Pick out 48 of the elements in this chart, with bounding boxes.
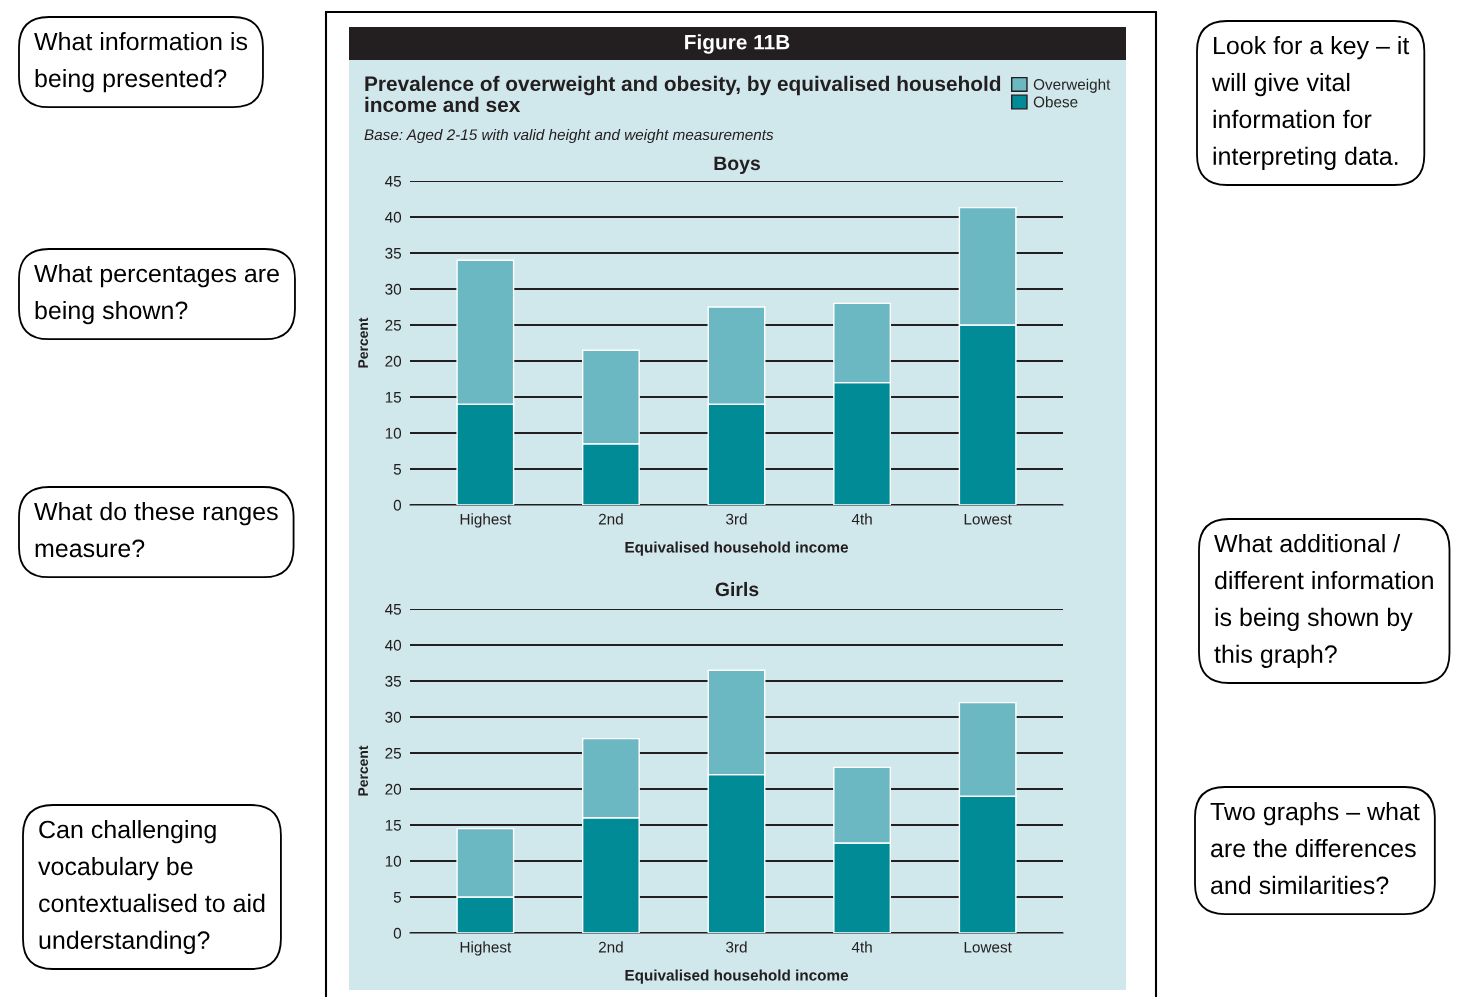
x-tick-label: 3rd [726,513,747,525]
y-tick-label: 45 [385,604,402,615]
y-tick-label: 5 [393,892,402,903]
y-tick-label: 30 [385,711,402,723]
y-tick-label: 30 [385,283,402,295]
x-tick-label: Lowest [964,941,1012,953]
y-tick-label: 40 [385,211,402,223]
text: What percentages are being shown? [34,264,279,325]
y-tick-label: 35 [385,247,402,259]
y-tick-label: 25 [385,319,402,331]
text: Two graphs – what are the differences and similarities? [1210,802,1420,895]
y-tick-label: 20 [385,355,402,367]
y-tick-label: 10 [385,855,402,867]
y-tick-label: 45 [385,176,402,187]
y-axis-title: Percent [358,317,369,368]
y-tick-label: 40 [385,639,402,651]
x-axis-title: Equivalised household income [625,969,849,984]
text: Look for a key – it will give vital information for interpreting data. [1211,36,1410,170]
y-tick-label: 15 [385,820,402,831]
y-tick-label: 15 [385,392,402,403]
text: What additional / different information is being shown by this graph? [1214,534,1433,668]
x-tick-label: Highest [460,941,512,956]
x-tick-label: 3rd [726,941,747,953]
chart-title: Girls [715,581,759,597]
x-tick-label: Lowest [964,513,1012,525]
chart-title: Boys [714,156,760,175]
text: What information is being presented? [34,32,248,93]
x-tick-label: 4th [851,941,872,953]
y-axis-title: Percent [358,745,369,796]
text: Base: Aged 2-15 with valid height and weight measurements [364,128,774,144]
y-tick-label: 35 [385,675,402,687]
legend-label: Overweight [1033,78,1111,93]
text: Can challenging vocabulary be contextualised to aid understanding? [38,820,265,954]
caption: Figure 11B [685,34,790,54]
x-tick-label: 2nd [598,941,623,953]
y-tick-label: 0 [393,499,402,511]
text: What do these ranges measure? [34,502,278,558]
x-axis-title: Equivalised household income [625,541,849,556]
y-tick-label: 10 [385,427,402,439]
x-tick-label: Highest [460,513,512,528]
text: Prevalence of overweight and obesity, by equivalised household income and sex [365,75,1001,113]
y-tick-label: 5 [393,464,402,475]
y-tick-label: 25 [385,747,402,759]
x-tick-label: 4th [851,513,872,525]
legend-label: Obese [1033,96,1078,108]
x-tick-label: 2nd [598,513,623,525]
y-tick-label: 20 [385,783,402,795]
y-tick-label: 0 [393,927,402,939]
